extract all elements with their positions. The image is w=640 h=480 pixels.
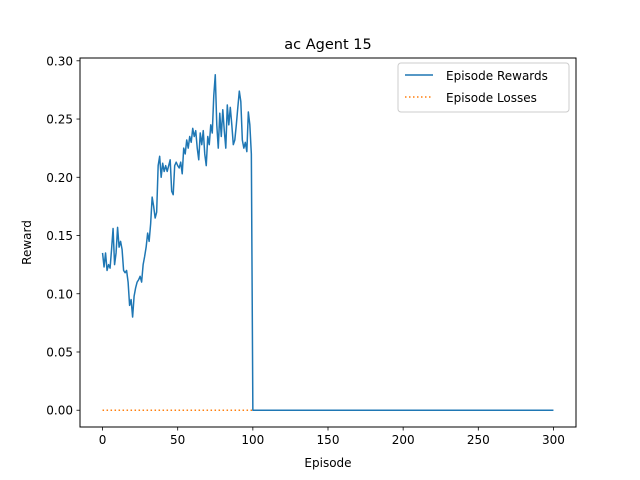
legend-label-episode-losses: Episode Losses	[446, 91, 537, 105]
y-axis: 0.00 0.05 0.10 0.15 0.20 0.25 0.30	[46, 54, 80, 418]
y-tick-label: 0.00	[46, 404, 73, 418]
x-tick-label: 250	[467, 433, 490, 447]
x-tick-label: 300	[542, 433, 565, 447]
legend-box	[397, 62, 570, 113]
y-tick-label: 0.05	[46, 345, 73, 359]
y-tick-label: 0.25	[46, 113, 73, 127]
series-layer	[101, 74, 554, 411]
y-tick-label: 0.20	[46, 171, 73, 185]
y-tick-label: 0.30	[46, 54, 73, 68]
series-line-episode-rewards	[101, 74, 554, 411]
x-tick-label: 100	[241, 433, 264, 447]
chart-title: ac Agent 15	[284, 37, 371, 53]
legend-label-episode-rewards: Episode Rewards	[446, 69, 548, 83]
legend: Episode Rewards Episode Losses	[397, 62, 570, 113]
y-tick-label: 0.10	[46, 287, 73, 301]
x-axis-title: Episode	[304, 456, 351, 470]
y-tick-label: 0.15	[46, 229, 73, 243]
x-tick-label: 200	[392, 433, 415, 447]
x-axis: 0 50 100 150 200 250 300	[99, 427, 565, 447]
x-tick-label: 50	[170, 433, 185, 447]
x-tick-label: 150	[317, 433, 340, 447]
y-axis-title: Reward	[20, 220, 34, 265]
x-tick-label: 0	[99, 433, 107, 447]
